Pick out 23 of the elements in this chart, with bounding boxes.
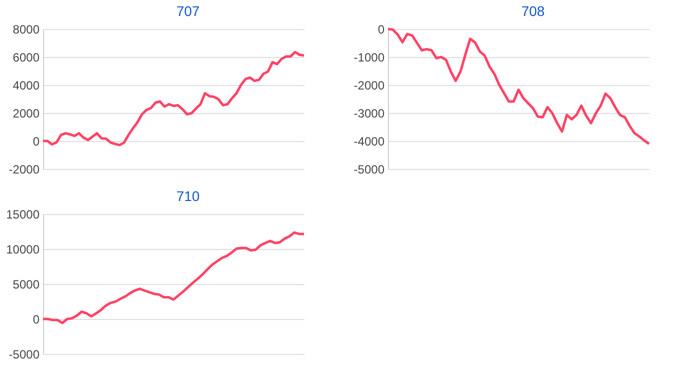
y-tick-label: 0 [378, 22, 385, 36]
y-tick-label: 15000 [6, 208, 40, 222]
y-tick-label: 0 [32, 312, 40, 326]
chart-title: 708 [521, 3, 545, 19]
y-tick-label: 10000 [6, 242, 40, 256]
y-tick-label: -4000 [354, 134, 385, 148]
y-tick-label: -2000 [354, 78, 385, 92]
y-tick-label: 6000 [12, 50, 40, 64]
y-tick-label: -5000 [354, 162, 385, 176]
y-tick-label: -5000 [8, 348, 40, 362]
line-series [42, 50, 306, 146]
y-tick-label: 8000 [12, 22, 40, 36]
y-tick-label: 2000 [12, 106, 40, 120]
line-series [386, 28, 650, 146]
y-tick-label: 4000 [12, 78, 40, 92]
y-tick-label: -3000 [354, 106, 385, 120]
y-tick-label: -1000 [354, 50, 385, 64]
y-tick-label: 0 [32, 134, 40, 148]
y-tick-label: -2000 [8, 162, 40, 176]
line-series [42, 231, 306, 324]
chart-title: 710 [176, 188, 200, 204]
y-tick-label: 5000 [12, 278, 40, 292]
chart-title: 707 [176, 3, 200, 19]
